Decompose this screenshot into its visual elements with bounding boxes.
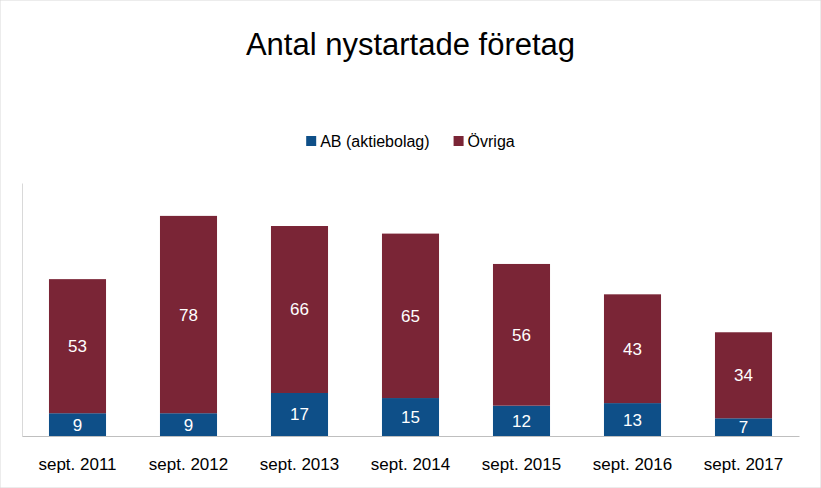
bar-segment (49, 413, 106, 436)
bar-segment (271, 393, 328, 436)
bar-segment (493, 264, 550, 406)
x-tick: sept. 2014 (371, 455, 450, 474)
bar-segment (160, 413, 217, 436)
title: Antal nystartade företag (246, 27, 575, 62)
legend-swatch (306, 136, 316, 146)
data-label: 34 (734, 366, 753, 385)
bar-segment (382, 234, 439, 398)
bar-segment (604, 294, 661, 403)
y-axis-line (22, 184, 23, 437)
data-label: 13 (623, 411, 642, 430)
x-tick: sept. 2015 (482, 455, 561, 474)
data-label: 56 (512, 326, 531, 345)
legend-swatch (454, 136, 464, 146)
bar-segment (49, 279, 106, 413)
legend-item: Övriga (454, 133, 515, 150)
data-labels: 9 9 17 15 12 13 7 53 78 66 65 56 43 34 (68, 300, 753, 437)
bar-segment (271, 226, 328, 393)
x-tick-label: sept. 2014 (371, 455, 450, 474)
bar-segment (715, 332, 772, 418)
background (0, 0, 821, 488)
data-label: 78 (179, 306, 198, 325)
bar-segment (604, 403, 661, 436)
chart: Antal nystartade företag 9 9 17 15 12 13 7 53 78 6… (0, 0, 821, 488)
x-tick: sept. 2013 (260, 455, 339, 474)
x-tick-label: sept. 2016 (593, 455, 672, 474)
x-tick: sept. 2012 (149, 455, 228, 474)
x-tick: sept. 2016 (593, 455, 672, 474)
data-label: 12 (512, 412, 531, 431)
data-label: 9 (184, 416, 193, 435)
x-axis-line (23, 436, 800, 437)
x-tick: sept. 2017 (704, 455, 783, 474)
data-label: 15 (401, 408, 420, 427)
x-tick-label: sept. 2017 (704, 455, 783, 474)
x-tick-label: sept. 2013 (260, 455, 339, 474)
data-label: 53 (68, 337, 87, 356)
data-label: 17 (290, 405, 309, 424)
x-tick-label: sept. 2015 (482, 455, 561, 474)
bar-segment (382, 398, 439, 436)
data-label: 43 (623, 340, 642, 359)
y-axis (22, 184, 23, 437)
x-tick: sept. 2011 (38, 455, 116, 474)
data-label: 7 (739, 418, 748, 437)
legend-item: AB (aktiebolag) (306, 133, 429, 150)
x-tick-label: sept. 2011 (38, 455, 116, 474)
bar-segment (493, 406, 550, 436)
data-label: 9 (73, 416, 82, 435)
data-label: 66 (290, 300, 309, 319)
data-label: 65 (401, 307, 420, 326)
legend: AB (aktiebolag) Övriga (306, 133, 515, 150)
x-axis: sept. 2011 sept. 2012 sept. 2013 sept. 2014… (23, 437, 800, 475)
bar-segment (160, 216, 217, 413)
legend-label: AB (aktiebolag) (320, 133, 429, 150)
legend-label: Övriga (468, 133, 515, 150)
bars (49, 216, 772, 436)
x-tick-label: sept. 2012 (149, 455, 228, 474)
